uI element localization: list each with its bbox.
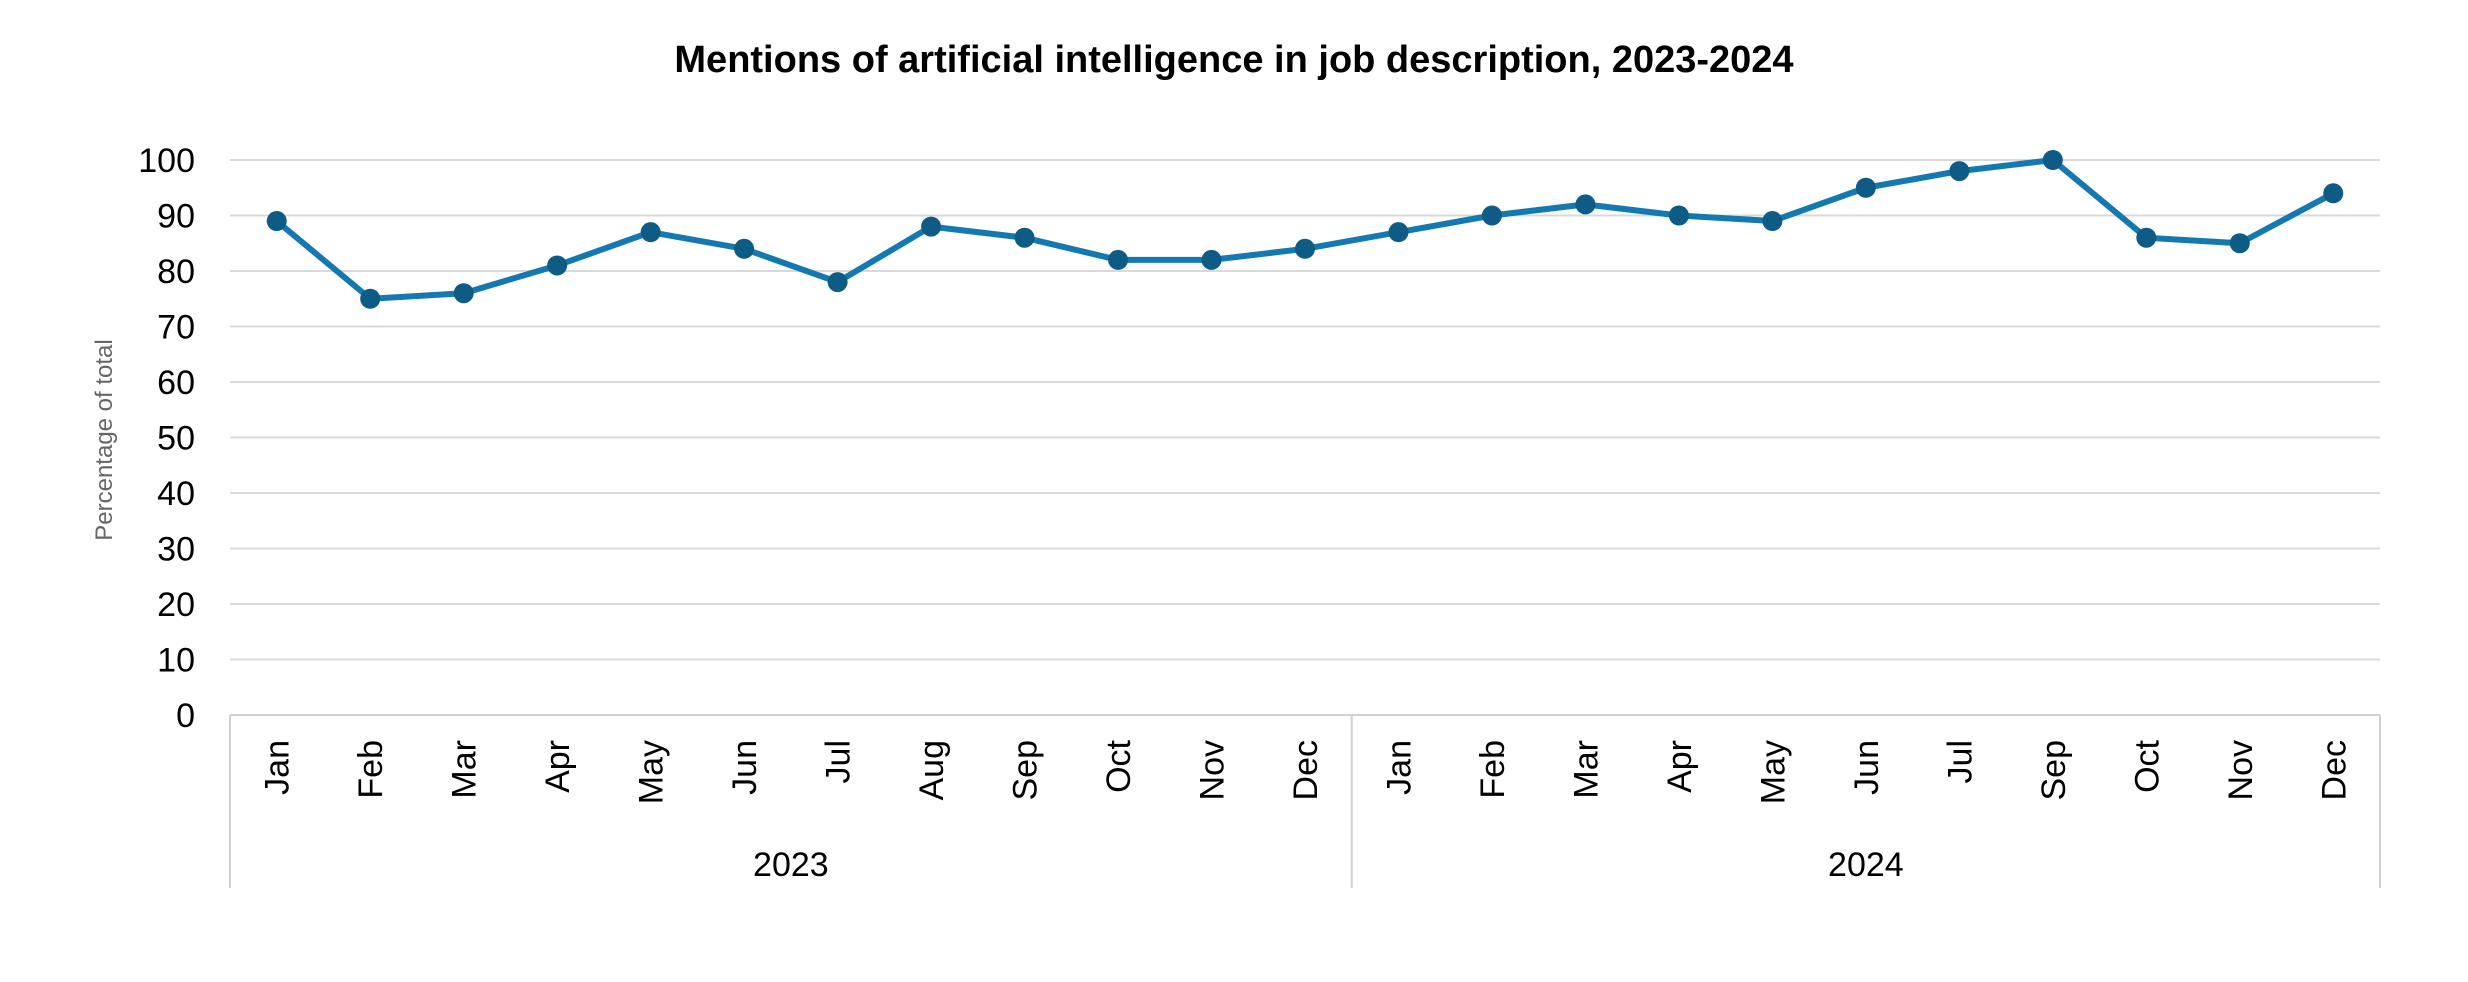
group-label: 2023 <box>753 846 829 884</box>
x-tick-label: May <box>1754 740 1792 804</box>
x-tick-label: Jun <box>1848 740 1886 795</box>
data-point <box>921 216 942 237</box>
gridlines <box>230 159 2380 661</box>
group-label: 2024 <box>1828 846 1904 884</box>
y-tick-label: 40 <box>157 475 195 513</box>
x-tick-label: Jan <box>259 740 297 795</box>
y-tick-label: 50 <box>157 420 195 458</box>
x-tick-label: Jul <box>1941 740 1979 783</box>
x-tick-label: Mar <box>446 740 484 799</box>
data-point <box>2323 183 2344 204</box>
data-point <box>1295 238 1315 259</box>
data-point <box>1762 211 1783 232</box>
x-tick-label: Sep <box>2035 740 2073 801</box>
x-axis <box>229 714 2381 888</box>
data-point <box>1855 177 1876 198</box>
data-point <box>1575 194 1596 215</box>
x-axis-groups: 2023 2024 <box>753 846 1904 884</box>
x-tick-label: Dec <box>1287 740 1325 800</box>
x-axis-ticks: Jan Feb Mar Apr May Jun Jul Aug Sep Oct Nov Dec Jan F… <box>259 739 2354 804</box>
x-tick-label: Dec <box>2315 740 2353 800</box>
data-point <box>453 283 474 304</box>
x-tick-label: Nov <box>1194 740 1232 800</box>
y-tick-label: 20 <box>157 586 195 624</box>
data-point <box>734 238 755 259</box>
data-point <box>1014 227 1035 248</box>
y-axis-ticks: 0 10 20 30 40 50 60 70 80 90 100 <box>138 142 195 735</box>
y-tick-label: 0 <box>176 697 195 735</box>
data-point <box>1481 205 1502 226</box>
x-tick-label: Jun <box>726 740 764 795</box>
data-point <box>2136 227 2157 248</box>
x-tick-label: Sep <box>1007 740 1045 801</box>
y-tick-label: 90 <box>157 198 195 236</box>
y-tick-label: 60 <box>157 364 195 402</box>
y-tick-label: 70 <box>157 309 195 347</box>
x-tick-label: Jul <box>820 740 858 783</box>
data-point <box>640 222 661 243</box>
x-tick-label: Oct <box>1100 739 1138 792</box>
x-tick-label: Apr <box>1661 740 1699 793</box>
data-point <box>1949 161 1970 182</box>
x-tick-label: Oct <box>2128 739 2166 792</box>
y-axis-label: Percentage of total <box>91 339 118 540</box>
x-tick-label: Feb <box>352 740 390 799</box>
x-tick-label: Nov <box>2222 740 2260 800</box>
y-tick-label: 100 <box>138 142 195 180</box>
data-point <box>360 288 381 309</box>
x-tick-label: May <box>633 740 671 804</box>
x-tick-label: Aug <box>913 740 951 801</box>
data-point <box>827 272 848 293</box>
data-point <box>2042 150 2063 170</box>
x-tick-label: Feb <box>1474 740 1512 799</box>
y-tick-label: 30 <box>157 531 195 569</box>
data-point <box>2229 233 2250 254</box>
series <box>266 150 2344 309</box>
y-tick-label: 10 <box>157 642 195 680</box>
data-point <box>1201 249 1222 270</box>
y-tick-label: 80 <box>157 253 195 291</box>
data-point <box>1108 249 1129 270</box>
chart-title: Mentions of artificial intelligence in j… <box>674 39 1793 81</box>
series-line <box>274 157 2335 302</box>
data-point <box>1668 205 1689 226</box>
data-point <box>547 255 568 276</box>
x-tick-label: Mar <box>1567 740 1605 799</box>
x-tick-label: Jan <box>1380 740 1418 795</box>
x-tick-label: Apr <box>539 740 577 793</box>
data-point <box>266 211 287 232</box>
data-point <box>1388 222 1409 243</box>
